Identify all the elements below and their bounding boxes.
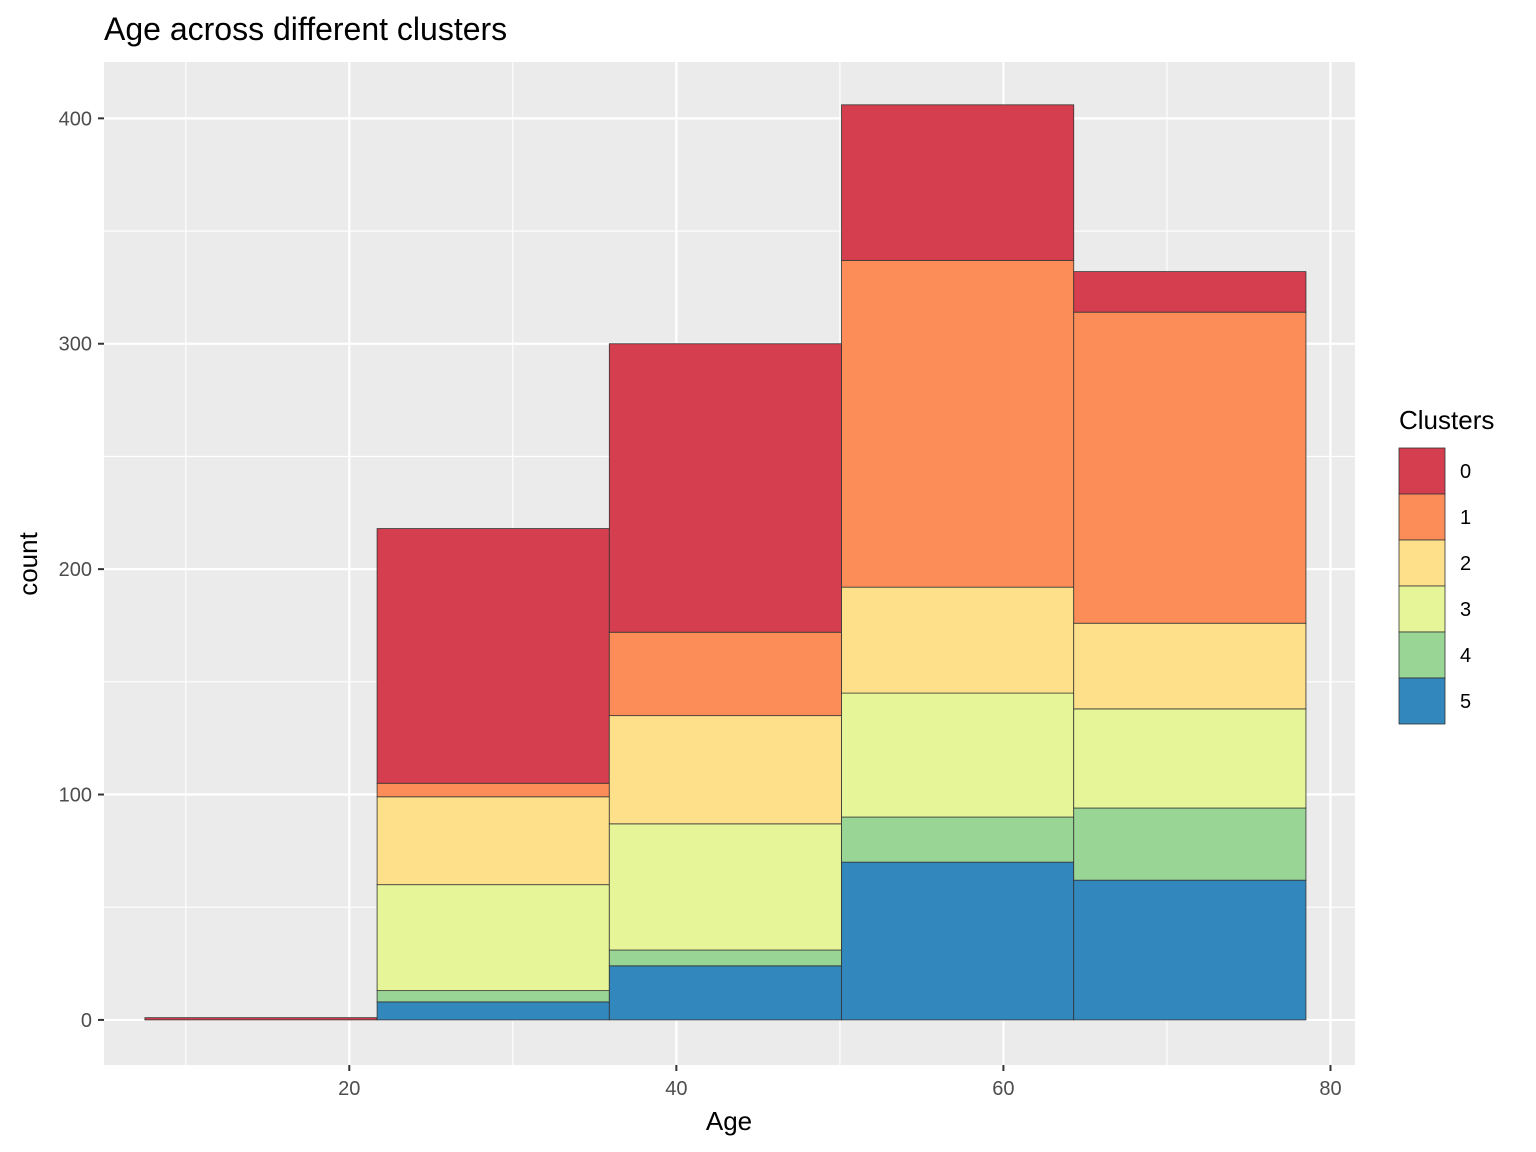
- y-tick-label: 0: [81, 1010, 92, 1032]
- legend-title: Clusters: [1399, 405, 1494, 435]
- bar-segment-cluster-5: [608, 965, 842, 1021]
- x-axis: 20 40 60 80: [338, 1065, 1342, 1100]
- legend-key-cluster-5: [1398, 677, 1446, 725]
- bar-segment-cluster-2: [1073, 622, 1307, 710]
- bar-segment-cluster-4: [1073, 807, 1307, 881]
- bar-segment-cluster-4: [376, 990, 610, 1003]
- bar-segment-cluster-3: [608, 823, 842, 951]
- bar-segment-cluster-1: [608, 631, 842, 717]
- bar-segment-cluster-5: [1073, 879, 1307, 1021]
- bar-segment-cluster-0: [841, 104, 1075, 261]
- y-tick-label: 300: [59, 334, 92, 356]
- bars: [144, 104, 1307, 1021]
- legend: Clusters 0 1 2 3 4 5: [1398, 405, 1494, 725]
- bar-segment-cluster-0: [144, 1017, 378, 1021]
- legend-label-cluster-0: 0: [1460, 461, 1471, 483]
- bar-segment-cluster-3: [376, 884, 610, 992]
- legend-key-cluster-3: [1398, 585, 1446, 633]
- bar-segment-cluster-3: [1073, 708, 1307, 809]
- bar-segment-cluster-5: [376, 1001, 610, 1021]
- y-tick-label: 100: [59, 785, 92, 807]
- x-tick-label: 60: [992, 1078, 1014, 1100]
- legend-key-cluster-2: [1398, 539, 1446, 587]
- bar-segment-cluster-3: [841, 692, 1075, 818]
- legend-key-cluster-0: [1398, 447, 1446, 495]
- legend-label-cluster-4: 4: [1460, 645, 1471, 667]
- x-tick-label: 20: [338, 1078, 360, 1100]
- x-tick-label: 40: [665, 1078, 687, 1100]
- bar-segment-cluster-5: [841, 861, 1075, 1021]
- bar-segment-cluster-4: [841, 816, 1075, 863]
- bar-segment-cluster-1: [841, 259, 1075, 588]
- y-tick-label: 400: [59, 108, 92, 130]
- bar-segment-cluster-0: [376, 528, 610, 784]
- x-axis-title: Age: [706, 1106, 752, 1136]
- legend-label-cluster-5: 5: [1460, 691, 1471, 713]
- y-tick-label: 200: [59, 559, 92, 581]
- y-axis: 0 100 200 300 400: [59, 108, 104, 1032]
- legend-label-cluster-1: 1: [1460, 507, 1471, 529]
- legend-label-cluster-2: 2: [1460, 553, 1471, 575]
- legend-key-cluster-4: [1398, 631, 1446, 679]
- bar-segment-cluster-2: [608, 715, 842, 825]
- bar-segment-cluster-2: [376, 796, 610, 886]
- legend-key-cluster-1: [1398, 493, 1446, 541]
- bar-segment-cluster-2: [841, 586, 1075, 694]
- y-axis-title: count: [13, 531, 43, 595]
- bar-segment-cluster-0: [1073, 271, 1307, 313]
- bar-segment-cluster-0: [608, 343, 842, 633]
- bar-segment-cluster-1: [1073, 311, 1307, 624]
- legend-label-cluster-3: 3: [1460, 599, 1471, 621]
- bar-segment-cluster-1: [376, 782, 610, 798]
- chart-title: Age across different clusters: [104, 11, 507, 47]
- x-tick-label: 80: [1319, 1078, 1341, 1100]
- bar-segment-cluster-4: [608, 949, 842, 967]
